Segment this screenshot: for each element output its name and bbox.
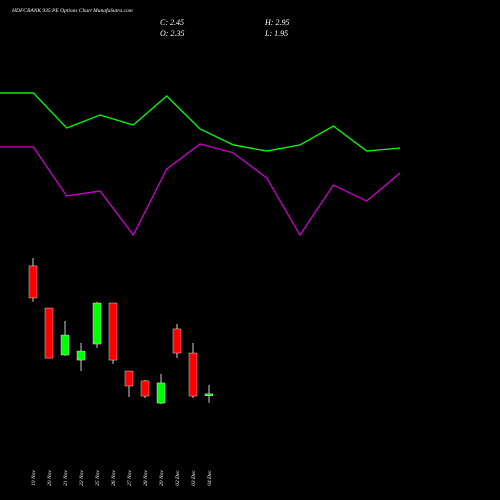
candle-body: [44, 307, 54, 359]
x-tick-label: 27 Nov: [127, 470, 133, 486]
x-tick-label: 29 Nov: [159, 470, 165, 486]
x-tick-label: 20 Nov: [47, 470, 53, 486]
x-tick-label: 02 Dec: [175, 470, 181, 486]
x-tick-label: 28 Nov: [143, 470, 149, 486]
close-label: C: 2.45: [160, 18, 184, 27]
x-tick-label: 22 Nov: [79, 470, 85, 486]
x-tick-label: 26 Nov: [111, 470, 117, 486]
indicator-line: [0, 143, 401, 237]
candle-body: [60, 334, 70, 356]
candle-body: [172, 328, 182, 354]
candle-body: [188, 352, 198, 397]
x-tick-label: 04 Dec: [206, 470, 213, 486]
x-tick-label: 21 Nov: [63, 470, 69, 486]
candle-body: [124, 370, 134, 387]
low-label: L: 1.95: [264, 29, 288, 38]
chart-title: HDFCBANK 935 PE Options Chart MunafaSutr…: [11, 7, 133, 14]
x-tick-label: 03 Dec: [191, 470, 197, 486]
candle-body: [108, 302, 118, 361]
indicator-line: [0, 92, 401, 152]
x-tick-label: 19 Nov: [31, 470, 37, 486]
candle-body: [156, 382, 166, 404]
x-tick-label: 25 Nov: [95, 470, 101, 486]
candle-body: [204, 393, 214, 396]
candle-body: [140, 380, 150, 397]
candle-body: [76, 350, 86, 361]
open-label: O: 2.35: [160, 29, 184, 38]
candle-body: [92, 302, 102, 345]
high-label: H: 2.95: [264, 18, 289, 27]
candle-body: [28, 265, 38, 299]
